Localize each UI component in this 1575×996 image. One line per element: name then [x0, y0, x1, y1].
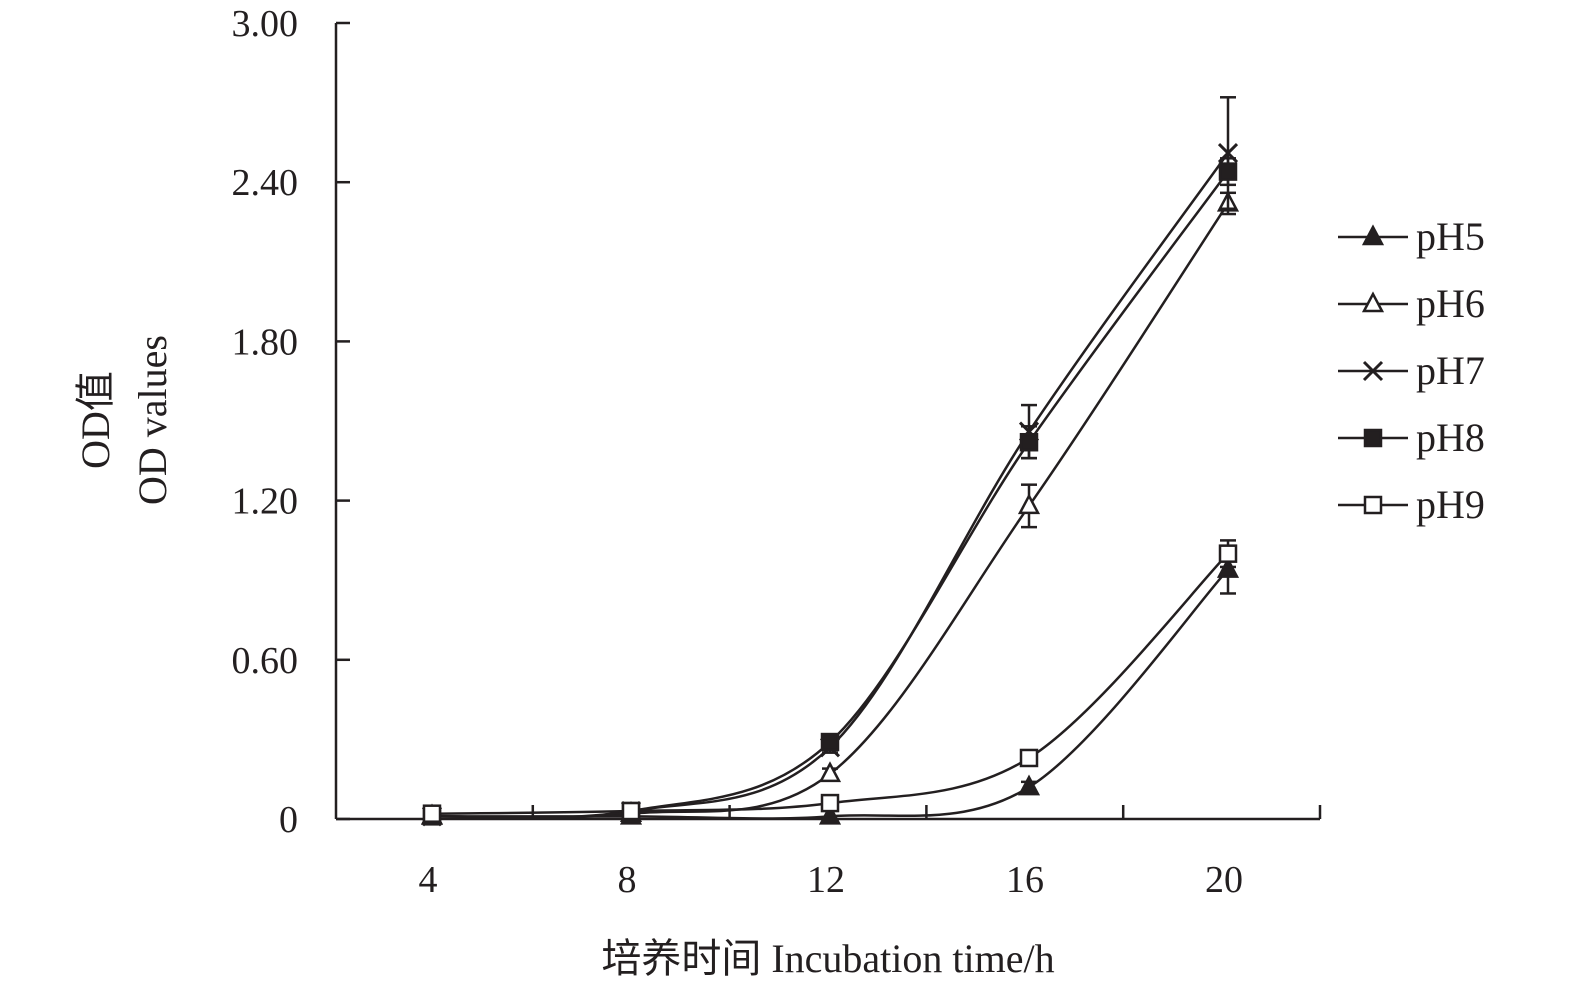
- y-tick-label: 2.40: [232, 162, 299, 204]
- legend-marker: [1361, 224, 1385, 246]
- legend-label: pH8: [1416, 415, 1485, 460]
- legend-item-ph7: pH7: [1338, 348, 1485, 393]
- data-point: [1019, 432, 1039, 452]
- y-axis-title-cn: OD值: [73, 371, 118, 469]
- x-tick-label: 16: [1006, 859, 1044, 901]
- y-tick-label: 0.60: [232, 640, 299, 682]
- x-tick-label: 20: [1205, 859, 1243, 901]
- data-point: [820, 793, 840, 813]
- legend-marker: [1363, 495, 1383, 515]
- x-axis-title: 培养时间 Incubation time/h: [601, 936, 1054, 981]
- series-ph6: [420, 190, 1240, 825]
- y-tick-label: 1.20: [232, 481, 299, 523]
- x-tick-label: 4: [419, 859, 438, 901]
- data-point: [422, 804, 442, 823]
- series-line: [431, 202, 1230, 819]
- y-tick-label: 1.80: [232, 321, 299, 363]
- legend-marker: [1363, 428, 1383, 448]
- legend-item-ph8: pH8: [1338, 415, 1485, 460]
- legend-label: pH5: [1416, 214, 1485, 259]
- axes: 0 0.60 1.20 1.80 2.40 3.00 4 8 12 16 20: [232, 3, 1322, 901]
- data-point: [621, 801, 641, 821]
- legend-label: pH6: [1416, 281, 1485, 326]
- y-axis-title-en: OD values: [130, 335, 175, 505]
- series-ph9: [422, 539, 1238, 823]
- legend-marker-stroke-b: [1362, 360, 1384, 382]
- data-point: [1218, 544, 1238, 563]
- series-ph8: [422, 157, 1238, 826]
- data-point: [1019, 748, 1039, 768]
- series-line: [431, 152, 1230, 819]
- legend-marker: [1361, 291, 1385, 313]
- data-point: [820, 732, 840, 752]
- legend: pH5 pH6 pH7 pH8 pH9: [1338, 214, 1485, 527]
- x-tick-label: 12: [807, 859, 845, 901]
- x-tick-label: 8: [618, 859, 637, 901]
- legend-label: pH9: [1416, 482, 1485, 527]
- series-line: [431, 170, 1230, 820]
- axis-titles: 培养时间 Incubation time/h OD值 OD values: [73, 335, 1055, 981]
- data-point: [1218, 162, 1238, 181]
- series-layer: [420, 96, 1240, 827]
- legend-item-ph9: pH9: [1338, 482, 1485, 527]
- data-point: [1017, 493, 1041, 515]
- legend-item-ph5: pH5: [1338, 214, 1485, 259]
- series-ph7: [421, 96, 1239, 827]
- data-point: [818, 761, 842, 783]
- data-point: [1017, 774, 1041, 796]
- y-tick-label: 3.00: [232, 3, 299, 45]
- data-point: [818, 803, 842, 825]
- y-tick-label: 0: [279, 799, 298, 841]
- legend-marker: [1362, 360, 1384, 382]
- legend-label: pH7: [1416, 348, 1485, 393]
- legend-item-ph6: pH6: [1338, 281, 1485, 326]
